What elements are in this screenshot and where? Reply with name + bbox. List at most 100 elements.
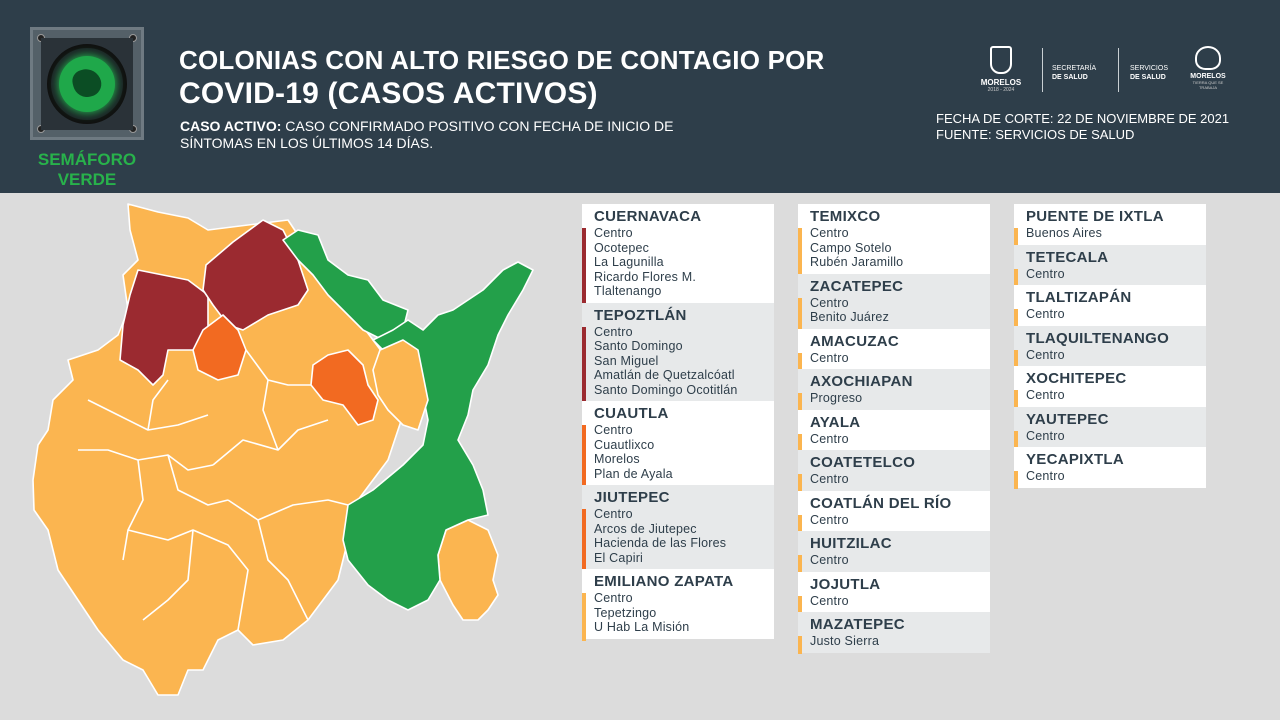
- municipio-name: AMACUZAC: [810, 332, 900, 350]
- map-region-dark-red-north: [202, 219, 309, 331]
- semaforo-label: SEMÁFORO VERDE: [22, 150, 152, 190]
- colonia: Campo Sotelo: [810, 240, 892, 255]
- colonia: Centro: [810, 553, 849, 567]
- risk-bar: [1014, 228, 1018, 246]
- morelos-logo-years: 2018 - 2024: [987, 87, 1015, 93]
- list-item: YAUTEPEC Centro: [1014, 406, 1206, 449]
- list-item: COATETELCO Centro: [798, 450, 990, 492]
- list-item: AMACUZAC Centro: [798, 328, 990, 371]
- colonia: Buenos Aires: [1026, 226, 1103, 240]
- morelos-flower-sub: TIERRA QUE SE TRABAJA: [1192, 80, 1224, 90]
- colonia: Tlaltenango: [594, 284, 662, 298]
- municipio-name: PUENTE DE IXTLA: [1026, 208, 1164, 225]
- colonia: Centro: [810, 593, 849, 608]
- list-item: TEPOZTLÁN Centro Santo Domingo San Miguel Am…: [582, 302, 774, 405]
- risk-bar: [582, 425, 586, 489]
- municipio-name: TLALTIZAPÁN: [1026, 289, 1132, 306]
- municipio-name: COATETELCO: [810, 454, 916, 471]
- municipio-name: TLAQUILTENANGO: [1026, 329, 1170, 347]
- morelos-flower-text: MORELOS: [1190, 73, 1226, 80]
- municipio-name: XOCHITEPEC: [1026, 370, 1127, 387]
- list-item: ZACATEPEC Centro Benito Juárez: [798, 273, 990, 332]
- colonia: Santo Domingo Ocotitlán: [594, 382, 738, 397]
- definition-label: CASO ACTIVO:: [180, 118, 282, 134]
- servicios-line1: SERVICIOS: [1130, 65, 1168, 72]
- risk-bar: [1014, 268, 1018, 287]
- list-item: JIUTEPEC Centro Arcos de Jiutepec Hacienda …: [582, 485, 774, 573]
- morelos-flower-logo: MORELOS TIERRA QUE SE TRABAJA: [1188, 46, 1228, 90]
- risk-bar: [798, 433, 802, 452]
- header-banner: SEMÁFORO VERDE COLONIAS CON ALTO RIESGO …: [0, 0, 1280, 193]
- list-item: YECAPIXTLA Centro: [1014, 447, 1206, 489]
- list-item: CUERNAVACA Centro Ocotepec La Lagunilla Rica…: [582, 204, 774, 306]
- semaforo-line1: SEMÁFORO: [37, 150, 137, 169]
- fecha-corte: FECHA DE CORTE: 22 DE NOVIEMBRE DE 2021: [936, 111, 1230, 126]
- colonia: Centro: [810, 472, 849, 486]
- map-region-green-north: [282, 229, 409, 341]
- colonia: Centro: [594, 423, 633, 437]
- secretaria-logo: SECRETARÍA DE SALUD: [1052, 64, 1096, 82]
- risk-bar: [798, 393, 802, 411]
- map-region-orange-jiutepec: [192, 314, 247, 381]
- risk-bar: [798, 555, 802, 573]
- list-item: PUENTE DE IXTLA Buenos Aires: [1014, 204, 1206, 246]
- risk-bar: [582, 326, 586, 405]
- colonia: Rubén Jaramillo: [810, 255, 904, 269]
- risk-bar: [582, 509, 586, 573]
- morelos-logo: MORELOS 2018 - 2024: [972, 46, 1030, 93]
- municipio-name: YAUTEPEC: [1026, 410, 1109, 428]
- risk-bar: [798, 474, 802, 492]
- municipio-name: CUAUTLA: [594, 405, 669, 422]
- municipio-name: EMILIANO ZAPATA: [594, 573, 734, 590]
- semaforo-line2: VERDE: [57, 170, 117, 189]
- municipio-name: TEMIXCO: [810, 208, 881, 225]
- morelos-map: [32, 203, 534, 696]
- municipio-name: AYALA: [810, 413, 861, 431]
- logos: MORELOS 2018 - 2024 SECRETARÍA DE SALUD …: [972, 46, 1234, 94]
- risk-bar: [1014, 390, 1018, 408]
- municipio-name: ZACATEPEC: [810, 277, 904, 295]
- colonia: Benito Juárez: [810, 310, 890, 324]
- shield-icon: [990, 46, 1012, 74]
- list-item: TEMIXCO Centro Campo Sotelo Rubén Jaramillo: [798, 204, 990, 276]
- colonia: U Hab La Misión: [594, 620, 690, 634]
- colonia: Morelos: [594, 452, 640, 466]
- list-column-2: TEMIXCO Centro Campo Sotelo Rubén Jaramillo…: [798, 204, 990, 654]
- divider: [1042, 48, 1043, 92]
- list-item: JOJUTLA Centro: [798, 571, 990, 614]
- municipio-name: CUERNAVACA: [594, 208, 702, 225]
- risk-bar: [798, 636, 802, 654]
- colonia: Centro: [810, 431, 849, 446]
- map-region-yecapixtla: [372, 339, 429, 431]
- municipio-name: AXOCHIAPAN: [810, 373, 913, 390]
- municipio-name: JIUTEPEC: [594, 489, 670, 506]
- colonia: Justo Sierra: [810, 634, 880, 648]
- fuente: FUENTE: SERVICIOS DE SALUD: [936, 127, 1135, 142]
- colonia: Centro: [594, 591, 633, 605]
- colonia: Progreso: [810, 391, 863, 405]
- colonia: Ocotepec: [594, 240, 650, 255]
- colonia: Centro: [810, 512, 849, 527]
- risk-bar: [582, 228, 586, 306]
- colonia: Centro: [594, 226, 633, 240]
- secretaria-line1: SECRETARÍA: [1052, 65, 1097, 72]
- list-item: AYALA Centro: [798, 409, 990, 452]
- list-item: MAZATEPEC Justo Sierra: [798, 612, 990, 654]
- municipio-name: MAZATEPEC: [810, 616, 905, 633]
- colonia: Santo Domingo: [594, 339, 683, 353]
- municipio-name: JOJUTLA: [810, 575, 881, 593]
- list-column-3: PUENTE DE IXTLA Buenos Aires TETECALA Cent…: [1014, 204, 1206, 489]
- colonia: Centro: [1026, 428, 1065, 443]
- municipio-name: HUITZILAC: [810, 535, 892, 552]
- risk-bar: [582, 593, 586, 641]
- colonia: Centro: [1026, 307, 1065, 321]
- morelos-state-icon: [69, 65, 105, 101]
- colonia: Plan de Ayala: [594, 466, 673, 481]
- risk-bar: [798, 352, 802, 371]
- divider: [1118, 48, 1119, 92]
- municipio-name: TETECALA: [1026, 248, 1109, 266]
- list-item: COATLÁN DEL RÍO Centro: [798, 490, 990, 533]
- risk-bar: [1014, 430, 1018, 449]
- colonia: Centro: [1026, 266, 1065, 281]
- colonia: Centro: [810, 350, 849, 365]
